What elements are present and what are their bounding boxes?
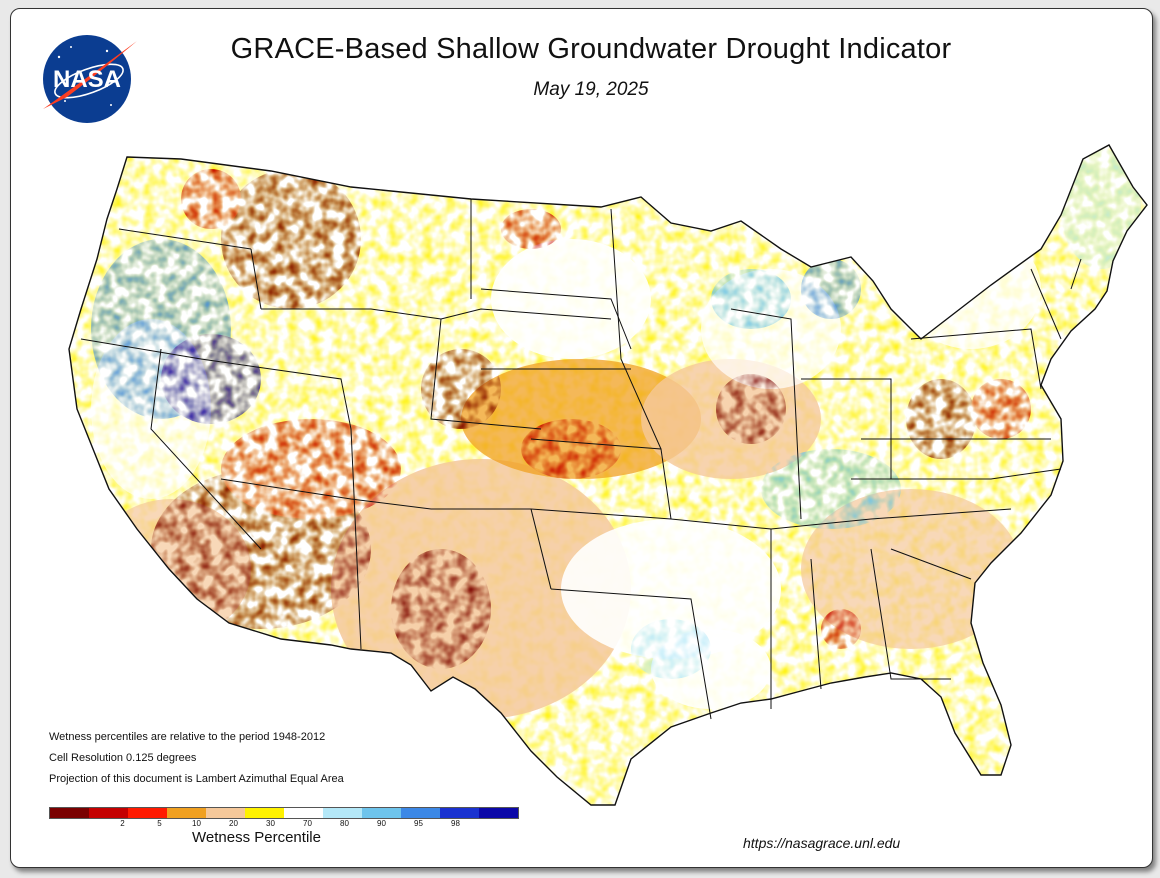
legend-swatch-6 [284,808,323,818]
legend-color-bar [49,807,519,819]
note-resolution: Cell Resolution 0.125 degrees [49,752,197,764]
legend-tick-label: 95 [414,819,423,828]
legend-swatch-8 [362,808,401,818]
legend-tick-label: 30 [266,819,275,828]
legend-tick-label: 2 [120,819,125,828]
map-frame: NASA GRACE-Based Shallow Groundwater Dro… [10,8,1153,868]
nasa-logo-text: NASA [53,66,121,93]
legend-swatch-11 [479,808,518,818]
legend-swatch-2 [128,808,167,818]
note-projection: Projection of this document is Lambert A… [49,773,344,785]
nasa-logo-icon: NASA [43,35,137,123]
map-date: May 19, 2025 [533,79,649,100]
legend-tick-label: 90 [377,819,386,828]
legend-tick-label: 98 [451,819,460,828]
legend-swatch-0 [50,808,89,818]
map-title: GRACE-Based Shallow Groundwater Drought … [230,33,952,65]
legend-tick-label: 5 [157,819,162,828]
note-period: Wetness percentiles are relative to the … [49,731,326,743]
legend-swatch-7 [323,808,362,818]
legend-swatch-4 [206,808,245,818]
legend-title: Wetness Percentile [192,829,321,846]
legend-tick-label: 10 [192,819,201,828]
source-url: https://nasagrace.unl.edu [743,835,901,851]
legend-swatch-5 [245,808,284,818]
drought-map [68,144,1148,806]
legend-swatch-10 [440,808,479,818]
legend-swatch-9 [401,808,440,818]
map-notes: Wetness percentiles are relative to the … [49,727,344,790]
legend-swatch-3 [167,808,206,818]
legend-swatch-1 [89,808,128,818]
legend-ticks: 2 5 10 20 30 70 80 90 95 98 [49,819,493,833]
state-boundaries [68,144,1148,806]
legend-tick-label: 70 [303,819,312,828]
legend-tick-label: 20 [229,819,238,828]
legend-tick-label: 80 [340,819,349,828]
